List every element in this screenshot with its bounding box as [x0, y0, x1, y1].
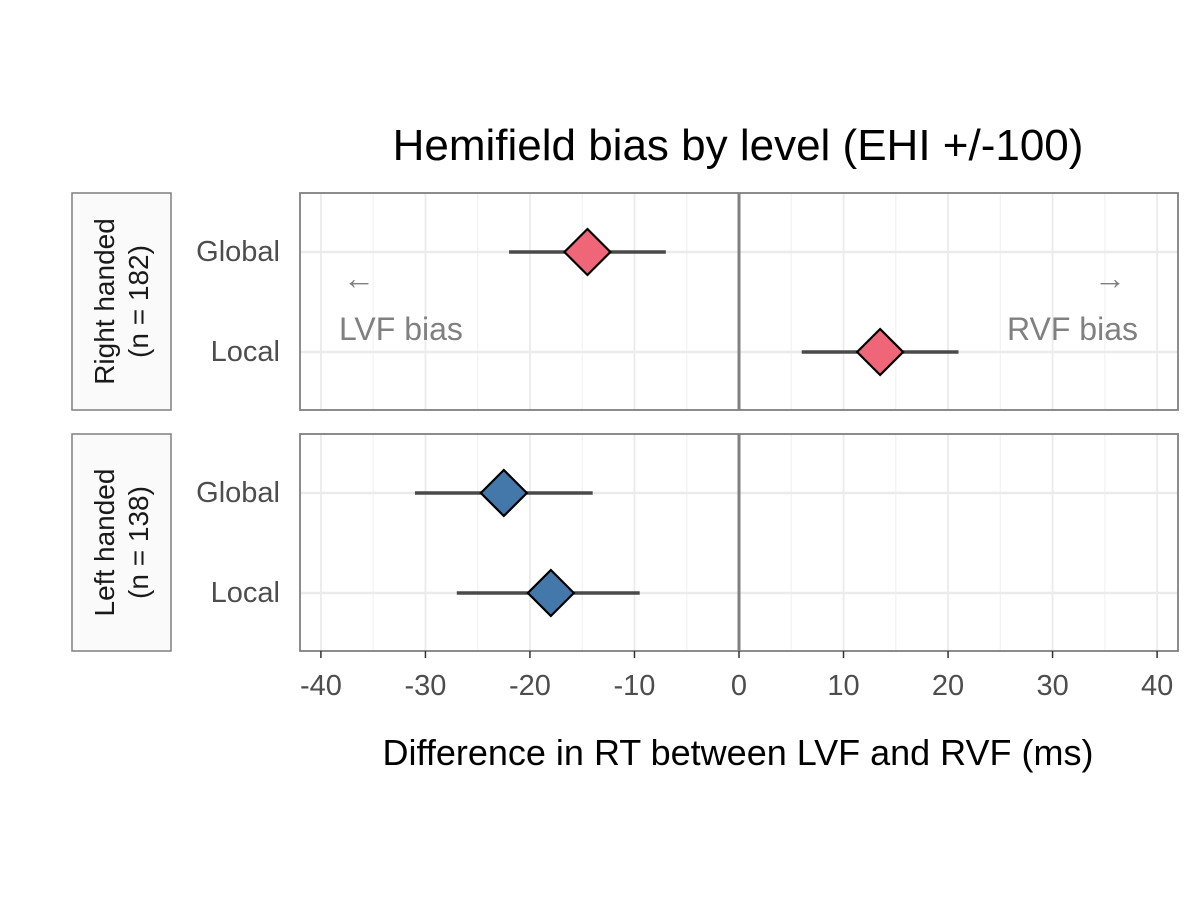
lvf-arrow: ← [343, 260, 375, 296]
estimate-point-local [855, 327, 905, 377]
y-tick-label-global: Global [196, 236, 280, 268]
rvf-arrow: → [1094, 260, 1126, 296]
strip-label-group: Left handed [89, 469, 120, 617]
estimate-point-local [526, 568, 576, 618]
strip-label-group: Right handed [89, 218, 120, 385]
x-tick-label: 0 [731, 670, 747, 702]
panel-strip [71, 192, 172, 411]
chart-title: Hemifield bias by level (EHI +/-100) [393, 121, 1084, 170]
x-tick-label: 10 [827, 670, 859, 702]
x-tick-label: -20 [509, 670, 551, 702]
x-axis-label: Difference in RT between LVF and RVF (ms… [383, 732, 1094, 773]
x-tick-label: 40 [1141, 670, 1173, 702]
panel-2: Left handed (n = 138) Global Local [71, 433, 1179, 652]
strip-label-n: (n = 182) [123, 245, 154, 358]
strip-label-n: (n = 138) [123, 486, 154, 599]
x-tick-label: -10 [614, 670, 656, 702]
rvf-bias-label: RVF bias [1007, 311, 1138, 347]
x-tick-label: 30 [1036, 670, 1068, 702]
bias-annotations: ← LVF bias → RVF bias [339, 260, 1138, 347]
x-tick-label: 20 [932, 670, 964, 702]
panel-strip [71, 433, 172, 652]
y-tick-label-local: Local [211, 336, 280, 368]
y-tick-label-local: Local [211, 577, 280, 609]
x-axis: -40 -30 -20 -10 0 10 20 30 40 [300, 651, 1173, 702]
lvf-bias-label: LVF bias [339, 311, 463, 347]
estimate-point-global [562, 227, 612, 277]
x-tick-label: -40 [300, 670, 342, 702]
panel-border [299, 192, 1179, 411]
estimate-point-global [479, 468, 529, 518]
y-tick-label-global: Global [196, 477, 280, 509]
panel-1: Right handed (n = 182) Global Local [71, 192, 1179, 411]
x-tick-label: -30 [404, 670, 446, 702]
